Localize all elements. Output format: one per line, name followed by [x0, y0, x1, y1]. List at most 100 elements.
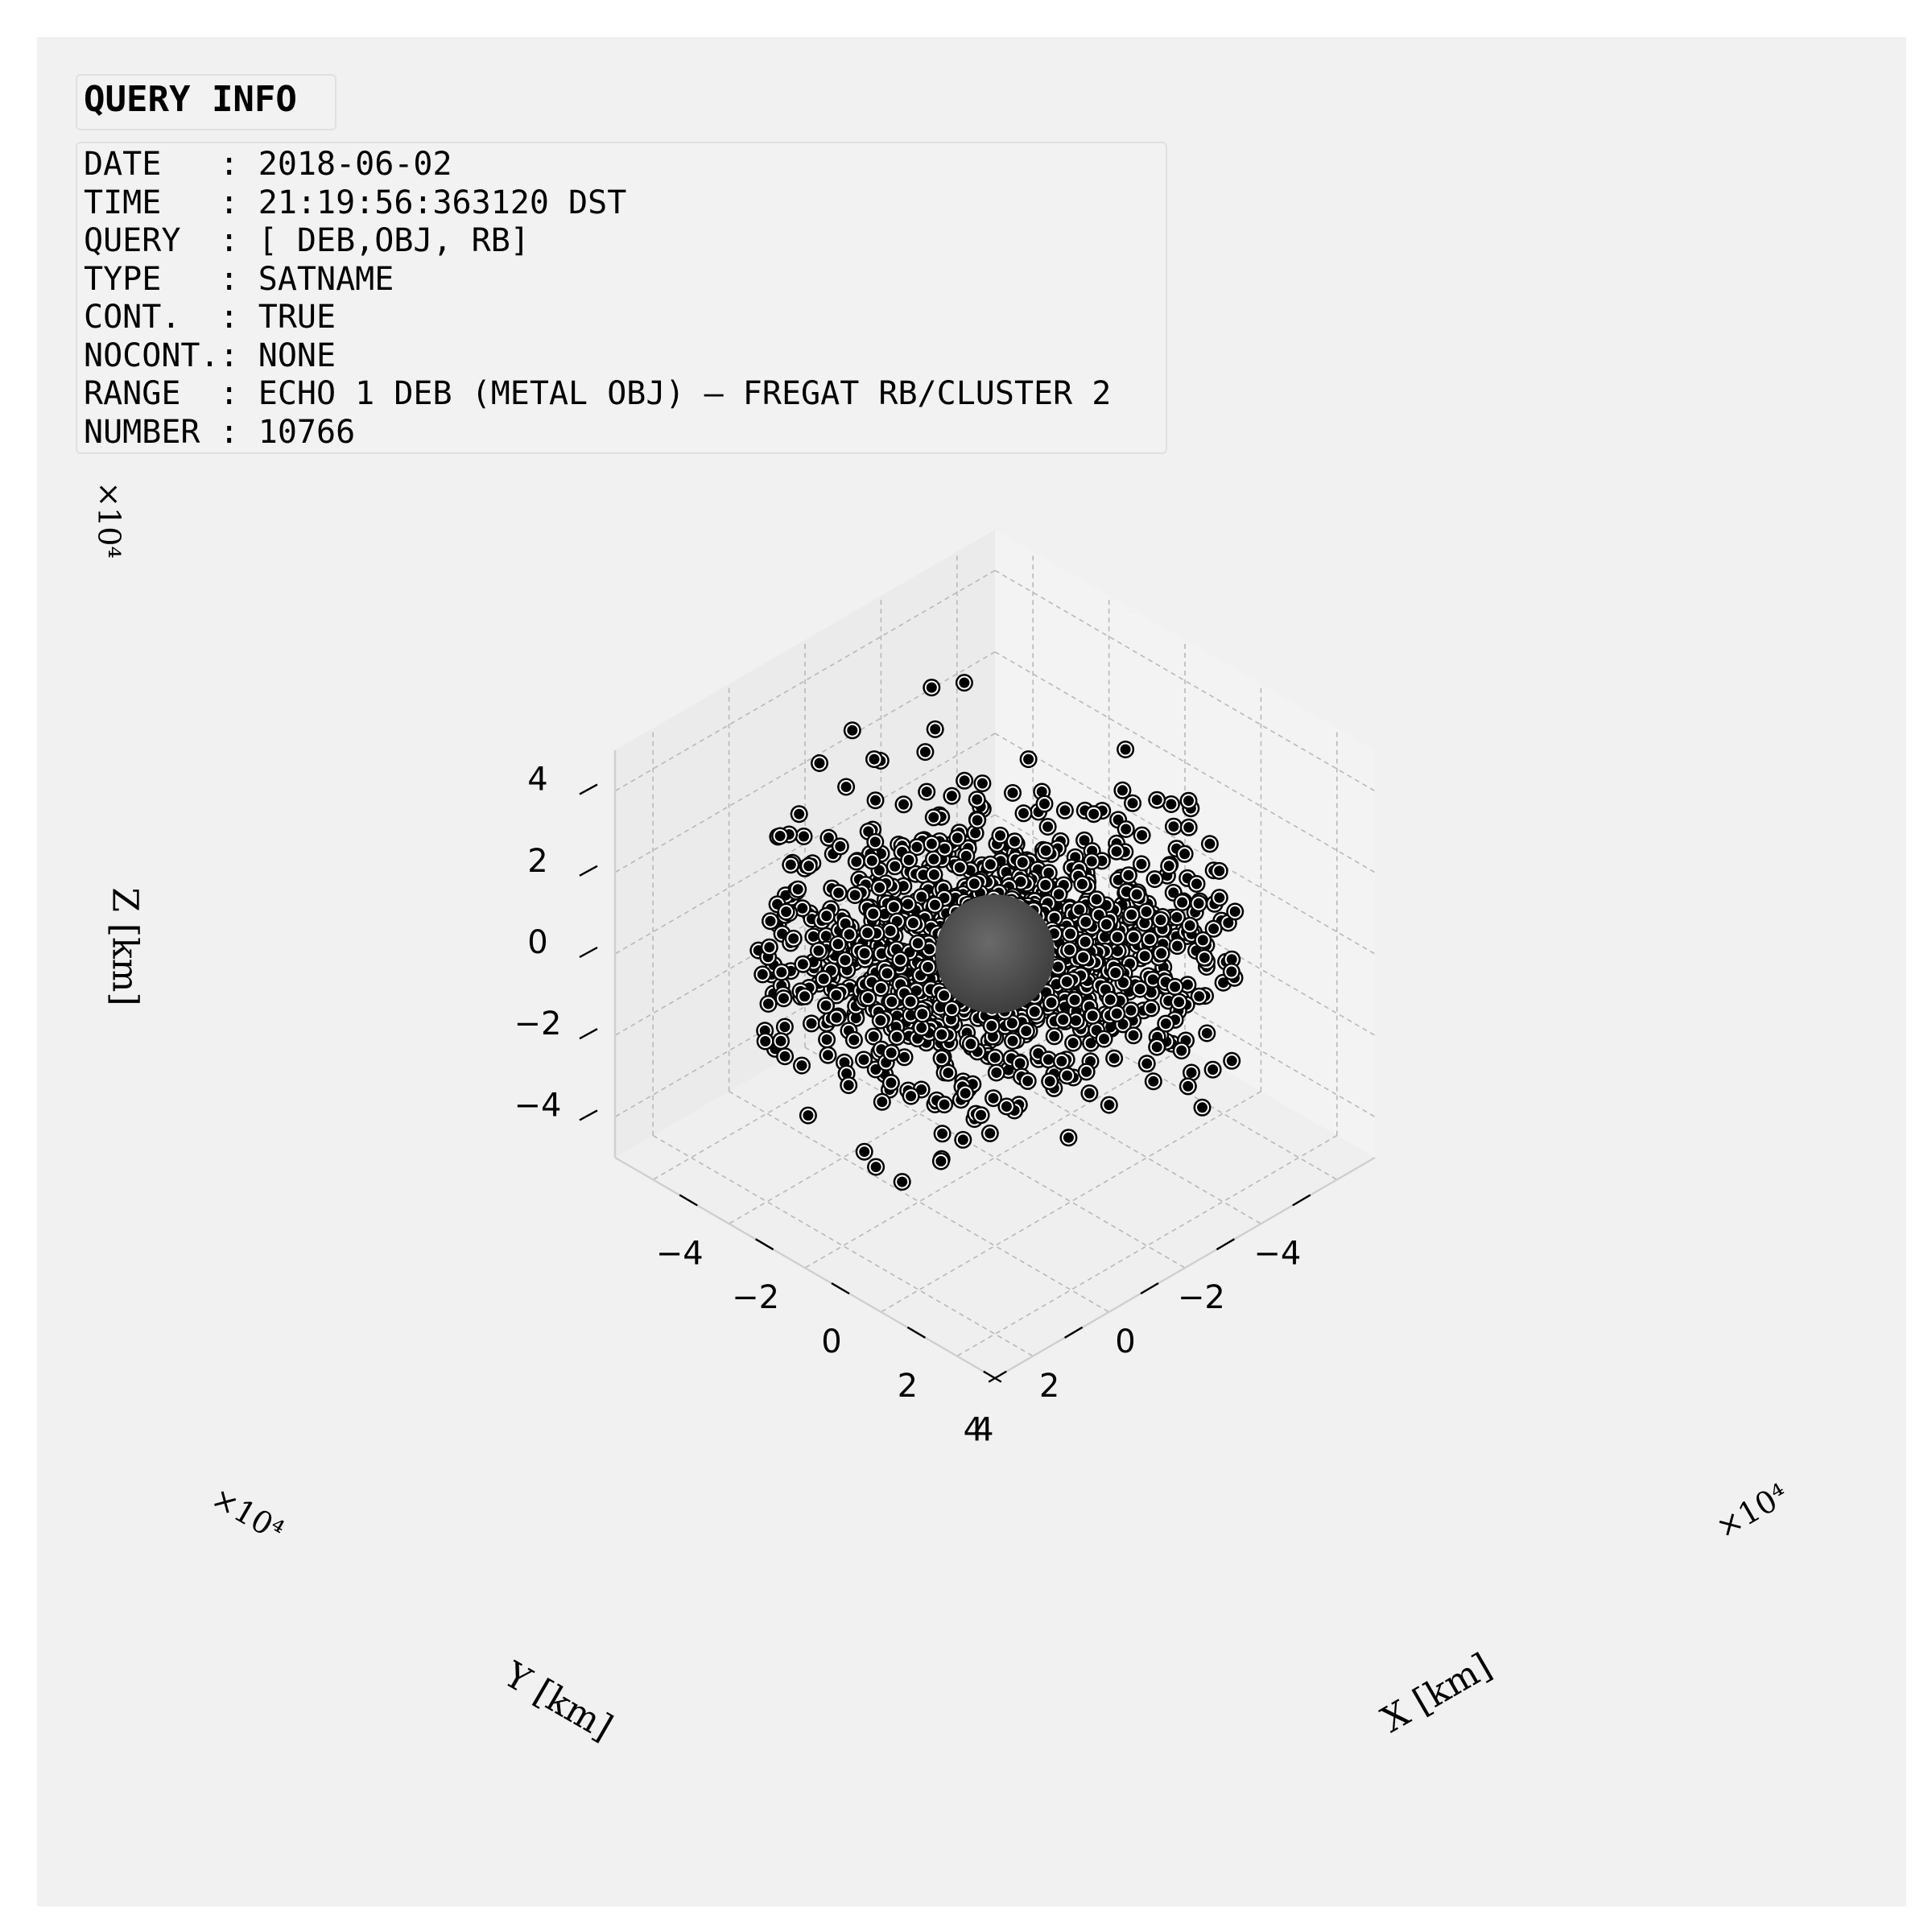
grid-line [729, 1091, 1110, 1313]
scatter-point [833, 887, 844, 898]
grid-line [994, 569, 1376, 792]
z-tick-label: 0 [527, 924, 547, 961]
scatter-point [1053, 889, 1064, 900]
scatter-point [1064, 944, 1075, 956]
scatter-point [1214, 892, 1225, 903]
scatter-point [1046, 997, 1057, 1008]
scatter-point [959, 775, 970, 786]
scatter-point [1040, 845, 1051, 857]
scatter-point [818, 973, 829, 985]
scatter-point [1183, 822, 1195, 833]
x-tick [906, 1326, 927, 1339]
axis-lines [613, 750, 1376, 1380]
scatter-point [803, 861, 815, 872]
scatter-point [907, 918, 919, 929]
scatter-point [1123, 869, 1134, 881]
scatter-point [1118, 977, 1129, 989]
scatter-point [1127, 798, 1138, 809]
scatter-point [1049, 912, 1060, 923]
scatter-point [1171, 912, 1183, 923]
scatter-point [868, 908, 879, 919]
scatter-point [821, 1034, 832, 1045]
scatter-point [1194, 991, 1205, 1002]
scatter-point [1040, 879, 1051, 890]
scatter-point [862, 927, 873, 939]
x-tick-label: 0 [821, 1323, 841, 1360]
scatter-point [1018, 807, 1029, 819]
grid-line [956, 1134, 1338, 1357]
scatter-point [968, 878, 980, 890]
scatter-point [1009, 836, 1020, 847]
x-tick [754, 1238, 774, 1251]
scatter-point [785, 859, 796, 870]
grid-line [994, 733, 1376, 955]
scatter-point [1147, 974, 1158, 985]
scatter-point [1137, 830, 1148, 841]
scatter-point [760, 1036, 771, 1046]
scatter-point [831, 989, 842, 1001]
scatter-point [778, 993, 789, 1004]
scatter-point [797, 902, 808, 914]
scatter-point [1172, 940, 1183, 952]
y-tick-label: 2 [1039, 1368, 1059, 1405]
scatter-point [835, 840, 846, 852]
scatter-point [757, 968, 768, 980]
scatter-point [1113, 945, 1123, 956]
scatter-point [1170, 981, 1181, 993]
scatter-point [1163, 861, 1174, 872]
scatter-point [919, 746, 931, 758]
scatter-point [806, 1018, 817, 1029]
scatter-point [799, 831, 809, 842]
scatter-point [863, 826, 874, 837]
scatter-point [928, 869, 939, 880]
scatter-point [972, 794, 983, 805]
z-tick [579, 946, 598, 959]
scatter-point [911, 841, 923, 852]
grid-line [652, 1134, 1034, 1357]
scatter-point [1112, 931, 1123, 943]
scatter-point [1156, 947, 1167, 959]
scatter-point [910, 985, 922, 997]
scatter-point [874, 882, 886, 894]
scatter-point [823, 832, 834, 844]
scatter-point [851, 856, 862, 867]
scatter-point [1177, 897, 1188, 908]
scatter-point [840, 782, 852, 792]
scatter-point [1120, 744, 1131, 755]
scatter-point [1039, 799, 1050, 809]
scatter-point [1128, 931, 1139, 943]
scatter-point [1059, 805, 1071, 816]
scatter-point [1079, 835, 1090, 846]
scatter-point [890, 861, 901, 872]
scatter-point [832, 939, 844, 950]
y-tick-label: 4 [963, 1412, 983, 1449]
scatter-point [1186, 1067, 1197, 1078]
scatter-point [926, 682, 937, 693]
y-tick [988, 1370, 1007, 1383]
z-tick-label: 4 [527, 762, 547, 799]
scatter-point [1182, 979, 1193, 990]
scatter-point [1155, 914, 1166, 926]
scatter-point [1141, 906, 1152, 917]
scatter-point [995, 830, 1005, 841]
z-tick-label: −2 [514, 1005, 562, 1042]
scatter-point [929, 899, 940, 910]
scatter-point [803, 1110, 814, 1121]
scatter-point [1121, 824, 1132, 835]
scatter-point [820, 931, 832, 942]
scatter-point [1144, 934, 1155, 945]
y-tick [1292, 1194, 1311, 1207]
scatter-point [1086, 856, 1097, 867]
scatter-point [1226, 966, 1237, 977]
scatter-point [1036, 786, 1047, 797]
scatter-point [921, 786, 932, 798]
scatter-point [781, 906, 792, 918]
scatter-point [1184, 920, 1195, 931]
x-tick-label: −2 [732, 1279, 779, 1316]
scatter-point [1168, 887, 1179, 898]
scatter-point [1134, 984, 1146, 995]
scatter-point [779, 1022, 791, 1033]
scatter-point [1007, 787, 1018, 799]
scatter-point [976, 778, 988, 789]
scatter-point [1183, 1080, 1194, 1092]
